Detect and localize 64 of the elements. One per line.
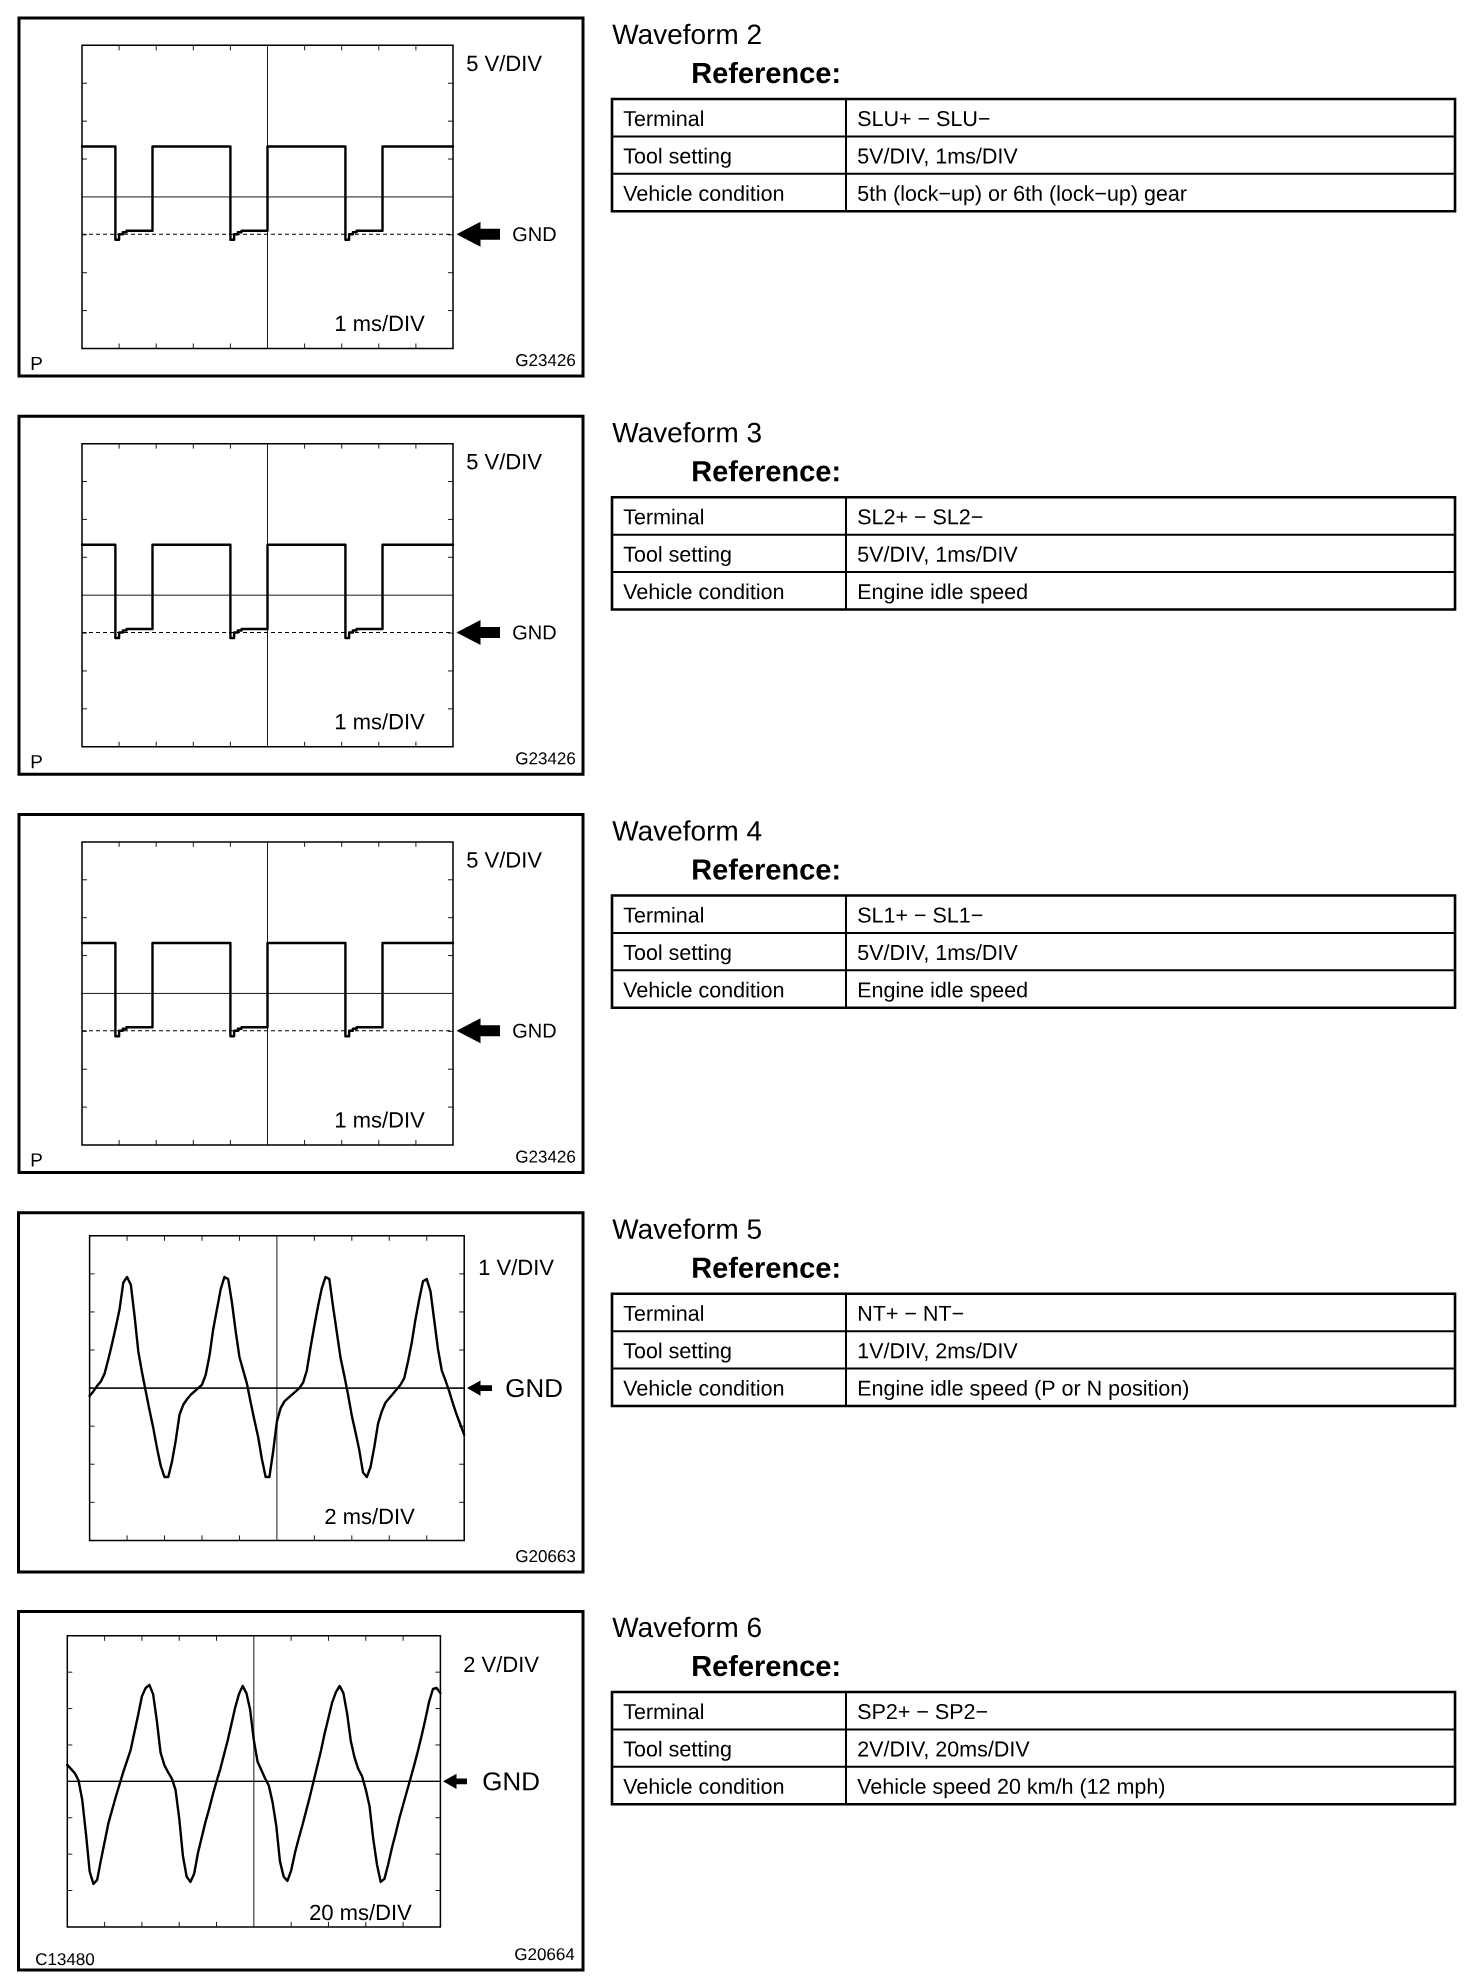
- text: Engine idle speed: [858, 583, 1027, 604]
- text: 5th (lock−up) or 6th (lock−up) gear: [858, 185, 1187, 206]
- ref-line-label: GND: [513, 1023, 556, 1038]
- text: Reference:: [693, 858, 839, 880]
- text: Engine idle speed (P or N position): [858, 1379, 1189, 1401]
- text: Vehicle condition: [623, 1778, 784, 1794]
- text: 5 V/DIV: [467, 55, 542, 72]
- text: Reference:: [693, 1654, 839, 1677]
- text: G23426: [516, 1150, 576, 1163]
- text: 1V/DIV, 2ms/DIV: [858, 1342, 1018, 1361]
- text: SL2+ − SL2−: [858, 509, 983, 525]
- text: 2 ms/DIV: [325, 1508, 415, 1525]
- text: Terminal: [623, 906, 704, 923]
- text: 2 V/DIV: [464, 1656, 539, 1673]
- text: Waveform 2: [612, 23, 761, 45]
- text: Waveform 5: [612, 1218, 761, 1240]
- text: Vehicle condition: [623, 981, 784, 998]
- text: Vehicle condition: [623, 1379, 784, 1396]
- text: Waveform 6: [612, 1616, 761, 1638]
- text: Tool setting: [623, 546, 731, 567]
- text: SLU+ − SLU−: [858, 110, 990, 127]
- text: Reference:: [693, 1256, 839, 1279]
- text: Tool setting: [623, 147, 731, 168]
- text: NT+ − NT−: [858, 1305, 964, 1321]
- text: 5V/DIV, 1ms/DIV: [858, 944, 1018, 963]
- text: 20 ms/DIV: [310, 1904, 412, 1921]
- text: Terminal: [623, 508, 704, 525]
- ref-line-label: GND: [506, 1378, 562, 1398]
- text: Tool setting: [623, 944, 731, 965]
- text: P: [31, 755, 42, 769]
- ref-line-label: GND: [483, 1772, 539, 1791]
- text: Terminal: [623, 110, 704, 127]
- text: 1 ms/DIV: [336, 1111, 425, 1128]
- text: C13480: [36, 1953, 95, 1966]
- text: 1 V/DIV: [479, 1259, 554, 1276]
- text: 2V/DIV, 20ms/DIV: [858, 1740, 1030, 1760]
- text: Tool setting: [623, 1342, 731, 1363]
- text: G20664: [515, 1948, 575, 1961]
- text: Engine idle speed: [858, 981, 1027, 1002]
- ref-line-label: GND: [513, 227, 556, 242]
- text: G23426: [516, 354, 576, 367]
- text: 1 ms/DIV: [336, 315, 425, 332]
- text: Waveform 3: [612, 421, 761, 443]
- text: 5V/DIV, 1ms/DIV: [858, 546, 1018, 565]
- text: Vehicle condition: [623, 185, 784, 201]
- text: 1 ms/DIV: [336, 713, 425, 730]
- text: G20663: [516, 1550, 576, 1563]
- text: 5V/DIV, 1ms/DIV: [858, 147, 1018, 167]
- text: Reference:: [693, 61, 839, 84]
- ref-line-label: GND: [513, 625, 556, 640]
- text: SL1+ − SL1−: [858, 907, 983, 923]
- text: Tool setting: [623, 1740, 731, 1761]
- text: SP2+ − SP2−: [858, 1703, 988, 1720]
- text: Vehicle speed 20 km/h (12 mph): [857, 1778, 1165, 1799]
- text: P: [31, 1153, 42, 1167]
- text: 5 V/DIV: [467, 851, 542, 868]
- text: Terminal: [623, 1703, 704, 1720]
- text: Reference:: [693, 460, 839, 482]
- text: Waveform 4: [612, 820, 762, 841]
- text: Terminal: [623, 1305, 704, 1321]
- text: G23426: [516, 752, 576, 765]
- text: Vehicle condition: [623, 583, 784, 600]
- text: P: [31, 356, 42, 370]
- text: 5 V/DIV: [467, 453, 542, 470]
